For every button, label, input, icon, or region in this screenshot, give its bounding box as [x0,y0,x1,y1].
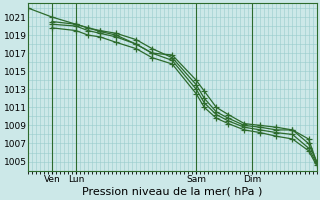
X-axis label: Pression niveau de la mer( hPa ): Pression niveau de la mer( hPa ) [82,187,262,197]
